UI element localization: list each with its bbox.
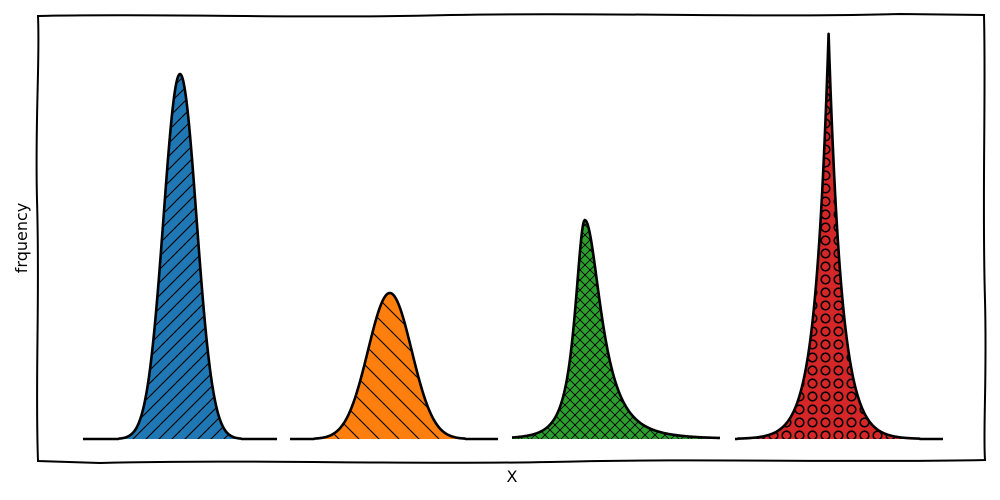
series-layer — [82, 32, 944, 441]
series-2-line — [289, 291, 499, 441]
plot-frame — [35, 12, 987, 465]
series-1-hatch — [83, 74, 277, 439]
series-3-hatch — [512, 220, 720, 439]
series-2-hatch — [290, 293, 498, 439]
series-1-line — [82, 72, 278, 441]
series-4-hatch — [735, 33, 943, 439]
series-4-line — [734, 32, 944, 441]
series-3-line — [511, 218, 721, 440]
y-axis-label: frquency — [12, 203, 31, 273]
x-axis-label: X — [507, 467, 518, 486]
